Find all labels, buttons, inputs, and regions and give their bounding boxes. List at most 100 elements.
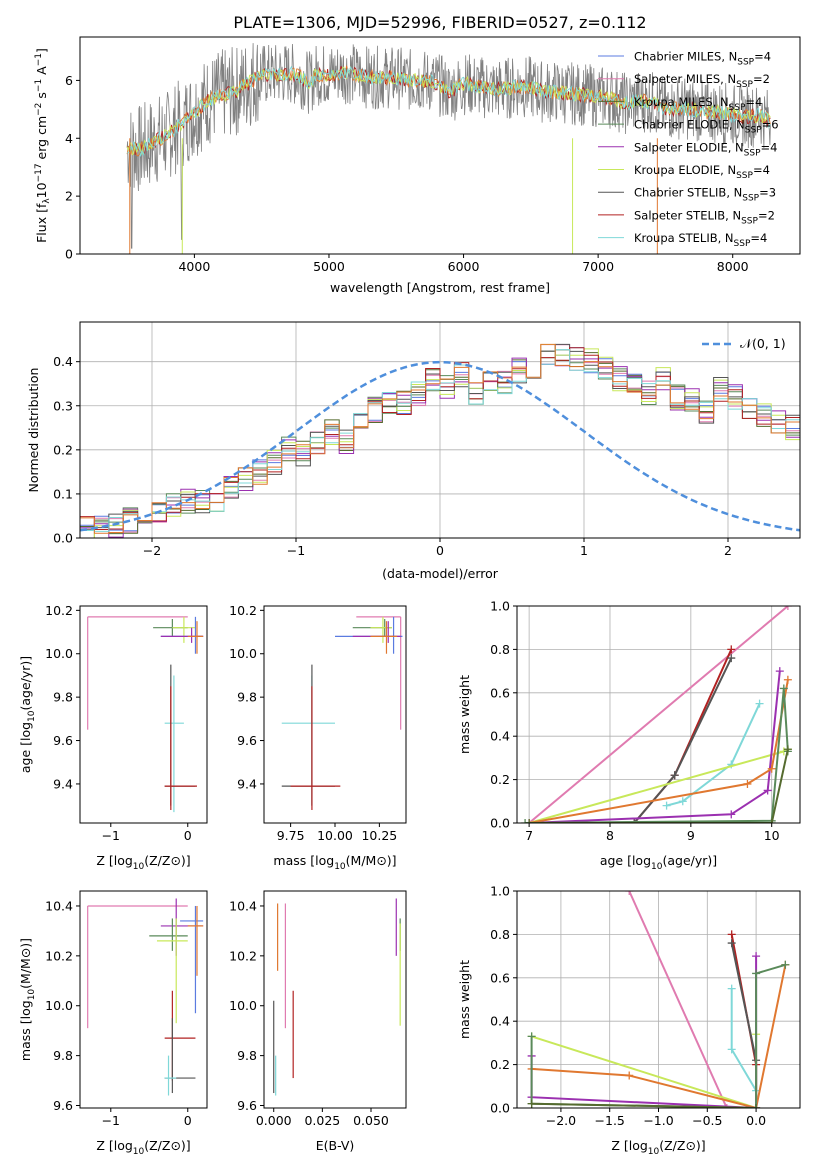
y-tick-label: 9.8	[237, 1048, 257, 1063]
observed-spectrum	[126, 43, 771, 249]
residuals-panel: −2 −1 0 1 2 0.0 0.1 0.2 0.3 0.4 𝒩(0, 1) (data-model…	[26, 321, 801, 581]
y-tick-label: 9.6	[237, 733, 257, 748]
x-tick-label: 9.75	[277, 828, 305, 843]
weight-marker	[783, 675, 792, 684]
x-tick-label: 9	[687, 828, 695, 843]
x-tick-label: −1	[102, 1113, 120, 1128]
x-axis-label: E(B-V)	[316, 1138, 355, 1153]
y-tick-label: 10.2	[229, 603, 257, 618]
spectrum-panel: 4000 5000 6000 7000 8000 0 2 4 6 wavelength [Angs…	[34, 36, 801, 295]
weight-marker	[670, 771, 679, 780]
weight-marker	[630, 819, 639, 823]
y-tick-label: 10.4	[229, 898, 257, 913]
weight-marker	[625, 1071, 634, 1080]
weight-marker	[783, 745, 792, 754]
y-tick-label: 0	[65, 247, 73, 262]
y-tick-label: 1.0	[490, 599, 510, 614]
model-spectrum	[126, 65, 771, 157]
axes-frame	[516, 605, 801, 824]
weight-marker	[722, 1104, 731, 1108]
weight-marker	[752, 952, 761, 961]
y-tick-label: 10.0	[45, 998, 73, 1013]
spectrum-legend: Chabrier MILES, NSSP=4 Salpeter MILES, NS…	[598, 50, 779, 249]
y-tick-label: 0.3	[53, 398, 73, 413]
y-tick-label: 9.4	[237, 776, 257, 791]
residual-histogram	[80, 349, 800, 532]
weight-marker	[767, 764, 776, 773]
y-tick-label: 0.4	[490, 729, 510, 744]
residual-histogram	[80, 349, 800, 538]
weight-marker	[783, 606, 792, 610]
y-tick-label: 0.0	[490, 1101, 510, 1116]
weight-marker	[743, 779, 752, 788]
y-tick-label: 9.6	[53, 733, 73, 748]
weight-marker	[662, 801, 671, 810]
y-tick-label: 0.2	[490, 1057, 510, 1072]
weight-line	[528, 606, 789, 823]
weight-marker	[678, 797, 687, 806]
x-tick-label: 0.050	[353, 1113, 389, 1128]
weight-line	[525, 688, 789, 823]
plot-area	[273, 898, 401, 1096]
weight-marker	[525, 819, 534, 823]
y-tick-label: 4	[65, 131, 73, 146]
y-tick-label: 10.0	[45, 646, 73, 661]
x-tick-label: −0.5	[692, 1113, 722, 1128]
legend-entry: Salpeter MILES, NSSP=2	[634, 72, 770, 90]
y-tick-label: 0.6	[490, 685, 510, 700]
y-tick-label: 9.8	[53, 1048, 73, 1063]
y-axis-label: mass weight	[457, 675, 472, 754]
residual-histogram	[80, 343, 800, 530]
x-tick-label: −2.0	[546, 1113, 576, 1128]
x-axis-label: age [log10(age/yr)]	[600, 853, 717, 872]
plot-area	[281, 616, 403, 810]
axes-frame	[516, 890, 801, 1109]
plot-area	[87, 898, 204, 1096]
residual-histogram	[80, 343, 800, 534]
x-tick-label: 0.025	[304, 1113, 340, 1128]
weight-marker	[779, 684, 788, 693]
y-tick-label: 10.0	[229, 998, 257, 1013]
y-tick-label: 2	[65, 189, 73, 204]
y-tick-label: 0.8	[490, 642, 510, 657]
x-tick-label: 2	[724, 543, 732, 558]
weight-line	[531, 1102, 757, 1108]
x-tick-label: 1	[580, 543, 588, 558]
weight-marker	[625, 891, 634, 895]
legend-entry: Chabrier ELODIE, NSSP=6	[634, 118, 779, 136]
metallicity-weight-panel: −2.0 −1.5 −1.0 −0.5 0.0 0.0 0.2 0.4 0.6 0.8 1.0 Z […	[457, 884, 801, 1157]
normal-curve	[80, 360, 800, 532]
x-tick-label: −2	[143, 543, 161, 558]
y-tick-label: 6	[65, 73, 73, 88]
weight-marker	[727, 930, 736, 939]
y-axis-label: Normed distribution	[26, 368, 41, 493]
weight-marker	[752, 1104, 761, 1108]
weight-marker	[727, 645, 736, 654]
y-axis-label: Flux [fλ10−17 erg cm−2 s−1 A−1]	[34, 48, 52, 243]
y-tick-label: 9.8	[53, 690, 73, 705]
legend-entry: Kroupa STELIB, NSSP=4	[634, 231, 767, 249]
weight-line	[529, 748, 789, 823]
legend-entry: Chabrier STELIB, NSSP=3	[634, 186, 776, 204]
axes-frame	[79, 321, 801, 539]
weight-marker	[775, 667, 784, 676]
y-axis-label: age [log10(age/yr)]	[18, 656, 37, 773]
y-tick-label: 9.6	[237, 1098, 257, 1113]
weight-line	[529, 670, 781, 823]
x-axis-label: (data-model)/error	[382, 566, 499, 581]
legend-entry: Kroupa MILES, NSSP=4	[634, 95, 762, 113]
x-tick-label: −1.0	[643, 1113, 673, 1128]
legend-entry: 𝒩(0, 1)	[740, 336, 786, 351]
y-tick-label: 0.4	[490, 1014, 510, 1029]
x-axis-label: Z [log10(Z/Z⊙)]	[611, 1138, 705, 1157]
legend-entry: Salpeter STELIB, NSSP=2	[634, 208, 775, 226]
x-tick-label: 0	[184, 828, 192, 843]
plot-area	[80, 343, 800, 538]
x-tick-label: 0	[436, 543, 444, 558]
plot-area	[87, 616, 204, 813]
weight-marker	[727, 984, 736, 993]
y-tick-label: 0.6	[490, 970, 510, 985]
legend-entry: Kroupa ELODIE, NSSP=4	[634, 163, 770, 181]
x-tick-label: 0.0	[746, 1113, 766, 1128]
axes-frame	[79, 605, 208, 824]
